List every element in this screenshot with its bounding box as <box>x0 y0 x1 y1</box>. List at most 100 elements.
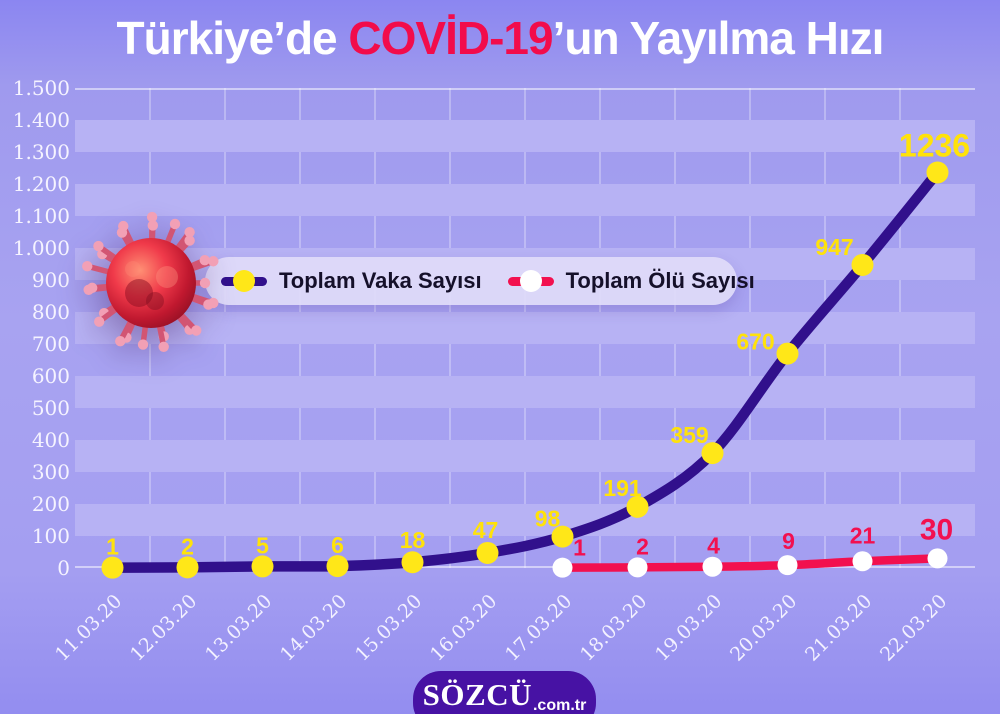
virus-texture <box>125 261 141 277</box>
x-tick-label: 21.03.20 <box>800 590 877 666</box>
y-tick-label: 500 <box>31 396 70 420</box>
data-point-marker <box>926 161 949 184</box>
data-point-label: 5 <box>256 532 269 558</box>
data-point-label: 2 <box>181 533 194 559</box>
x-tick-label: 17.03.20 <box>500 590 577 666</box>
x-tick-label: 19.03.20 <box>650 590 727 666</box>
virus-spike-knob <box>169 218 181 230</box>
data-point-marker <box>626 495 649 518</box>
brand-name: SÖZCÜ <box>422 677 532 712</box>
virus-spike-knob <box>203 299 214 310</box>
x-tick-label: 18.03.20 <box>575 590 652 666</box>
data-point-label: 191 <box>603 475 642 501</box>
data-point-label: 359 <box>670 422 708 448</box>
virus-texture <box>146 292 164 310</box>
legend-dot-icon <box>519 270 542 292</box>
series-line-cases <box>107 167 943 573</box>
virus-body <box>106 238 196 328</box>
grid-line-baseline <box>75 566 975 568</box>
data-point-marker <box>176 556 199 579</box>
virus-spike-knob <box>158 341 169 352</box>
y-tick-label: 600 <box>31 364 70 388</box>
data-point-label: 1 <box>106 534 119 560</box>
virus-spike-knob <box>115 335 126 347</box>
data-point-label: 947 <box>815 234 853 260</box>
data-point-label: 9 <box>782 528 795 554</box>
data-point-label: 18 <box>400 527 426 553</box>
x-tick-label: 13.03.20 <box>200 590 277 666</box>
virus-texture <box>125 279 153 307</box>
data-point-marker <box>852 551 873 572</box>
data-point-label: 1236 <box>899 127 970 163</box>
grid-band-light <box>75 184 975 216</box>
data-point-label: 1 <box>573 535 586 561</box>
title-part2: ’un Yayılma Hızı <box>552 12 885 64</box>
y-tick-label: 200 <box>31 492 70 516</box>
legend-label: Toplam Ölü Sayısı <box>565 268 755 293</box>
virus-spike-knob <box>191 325 202 336</box>
y-tick-label: 700 <box>31 332 70 356</box>
virus-spike-knob <box>147 220 159 231</box>
legend-line-marker <box>507 270 554 292</box>
virus-icon <box>82 211 219 352</box>
y-tick-label: 800 <box>31 300 70 324</box>
data-point-marker <box>627 557 648 578</box>
x-tick-label: 11.03.20 <box>50 590 127 666</box>
grid-band-light <box>75 504 975 536</box>
grid-band-light <box>75 440 975 472</box>
data-point-marker <box>851 253 874 276</box>
y-tick-label: 1.400 <box>12 108 70 132</box>
virus-texture <box>156 266 178 288</box>
y-tick-label: 1.300 <box>12 140 70 164</box>
grid-band-light <box>75 312 975 344</box>
x-tick-label: 16.03.20 <box>425 590 502 666</box>
x-tick-label: 15.03.20 <box>350 590 427 666</box>
legend-item: Toplam Vaka Sayısı <box>221 268 482 294</box>
y-tick-label: 900 <box>31 268 70 292</box>
legend-item: Toplam Ölü Sayısı <box>507 268 755 294</box>
page-title: Türkiye’de COVİD-19’un Yayılma Hızı <box>0 6 1000 70</box>
y-tick-label: 1.100 <box>12 204 70 228</box>
x-tick-label: 14.03.20 <box>275 590 352 666</box>
legend-line-marker <box>221 270 267 292</box>
data-point-marker <box>101 556 124 579</box>
x-tick-label: 20.03.20 <box>725 590 802 666</box>
data-point-marker <box>552 557 573 578</box>
brand-logo: SÖZCÜ .com.tr <box>413 671 596 714</box>
data-point-marker <box>777 555 798 576</box>
data-point-label: 30 <box>920 513 953 546</box>
data-point-marker <box>476 541 499 564</box>
y-tick-label: 0 <box>57 556 70 580</box>
data-point-label: 47 <box>473 517 499 543</box>
data-point-marker <box>551 525 574 548</box>
x-tick-label: 12.03.20 <box>125 590 202 666</box>
data-point-marker <box>776 342 799 365</box>
y-tick-label: 300 <box>31 460 70 484</box>
title-part1: Türkiye’de <box>116 12 349 64</box>
chart-legend: Toplam Vaka Sayısı Toplam Ölü Sayısı <box>205 257 755 305</box>
y-tick-label: 1.000 <box>12 236 70 260</box>
virus-spike-knob <box>116 227 128 238</box>
virus-spike-knob <box>146 211 158 223</box>
grid-band-light <box>75 376 975 408</box>
virus-spike-knob <box>93 240 104 252</box>
x-tick-label: 22.03.20 <box>875 590 952 666</box>
data-point-marker <box>326 555 349 578</box>
data-point-marker <box>701 442 724 465</box>
legend-label: Toplam Vaka Sayısı <box>279 268 482 293</box>
virus-spike-knob <box>184 226 195 238</box>
chart-canvas: 1 2 5 6 18 47 98 191 359 670 947 1236 1 2 4 9 21 30 <box>101 127 970 579</box>
legend-dot-icon <box>233 270 255 292</box>
data-point-marker <box>251 555 274 578</box>
y-tick-label: 1.500 <box>12 76 70 100</box>
virus-spike-knob <box>86 282 98 294</box>
grid-line-top <box>75 88 975 90</box>
virus-spike-knob <box>94 316 105 327</box>
data-point-label: 4 <box>707 533 720 559</box>
data-point-label: 21 <box>850 522 876 548</box>
brand-domain-suffix: .com.tr <box>532 697 587 714</box>
virus-spike-knob <box>137 339 149 350</box>
data-point-marker <box>927 548 948 569</box>
virus-spike-knob <box>199 254 210 266</box>
